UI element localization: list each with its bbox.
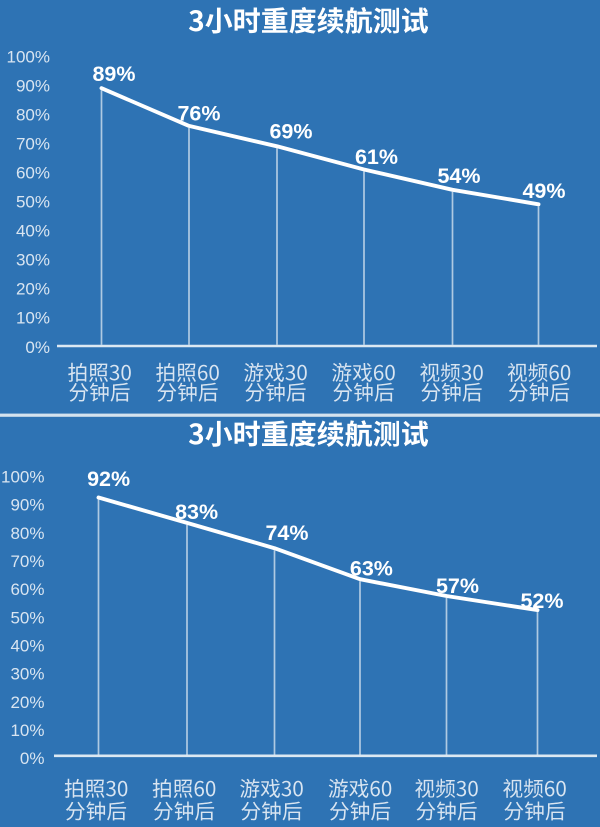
- svg-text:52%: 52%: [520, 589, 563, 613]
- svg-text:80%: 80%: [10, 524, 44, 543]
- svg-text:61%: 61%: [355, 145, 398, 169]
- svg-text:63%: 63%: [350, 556, 393, 580]
- svg-text:90%: 90%: [16, 77, 50, 96]
- svg-text:89%: 89%: [92, 62, 135, 86]
- svg-text:10%: 10%: [16, 309, 50, 328]
- svg-text:83%: 83%: [175, 500, 218, 524]
- svg-text:57%: 57%: [436, 574, 479, 598]
- svg-text:76%: 76%: [177, 102, 220, 126]
- svg-text:40%: 40%: [16, 222, 50, 241]
- svg-text:50%: 50%: [10, 608, 44, 627]
- svg-text:92%: 92%: [87, 467, 130, 491]
- svg-text:10%: 10%: [10, 721, 44, 740]
- svg-text:80%: 80%: [16, 106, 50, 125]
- svg-text:40%: 40%: [10, 637, 44, 656]
- svg-text:100%: 100%: [1, 468, 44, 487]
- svg-text:20%: 20%: [10, 693, 44, 712]
- svg-text:90%: 90%: [10, 496, 44, 515]
- svg-text:30%: 30%: [16, 251, 50, 270]
- svg-text:20%: 20%: [16, 280, 50, 299]
- svg-text:0%: 0%: [20, 749, 45, 768]
- svg-text:60%: 60%: [16, 164, 50, 183]
- svg-text:70%: 70%: [10, 552, 44, 571]
- svg-text:74%: 74%: [265, 521, 308, 545]
- svg-text:100%: 100%: [7, 48, 50, 67]
- svg-text:69%: 69%: [269, 120, 312, 144]
- svg-text:70%: 70%: [16, 135, 50, 154]
- svg-text:49%: 49%: [522, 179, 565, 203]
- svg-text:30%: 30%: [10, 665, 44, 684]
- svg-text:60%: 60%: [10, 580, 44, 599]
- svg-text:54%: 54%: [437, 164, 480, 188]
- svg-text:50%: 50%: [16, 193, 50, 212]
- svg-text:0%: 0%: [25, 338, 50, 357]
